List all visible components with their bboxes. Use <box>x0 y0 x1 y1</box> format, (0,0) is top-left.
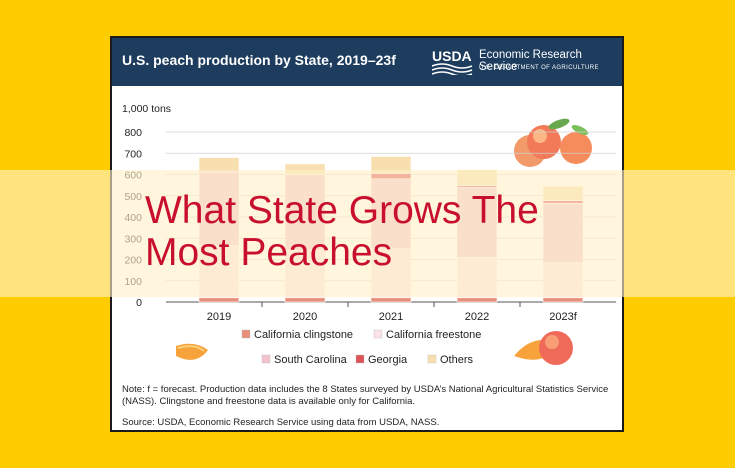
agency-name: Economic Research Service <box>479 49 582 73</box>
peach-cluster-bottom-right <box>514 331 573 365</box>
legend-swatch-0 <box>241 329 251 339</box>
legend-label-0: California clingstone <box>254 329 353 341</box>
x-axis-ticks: 2019 2020 2021 2022 2023f <box>207 311 578 323</box>
legend-label-3: Georgia <box>368 354 408 366</box>
y-axis-unit-label: 1,000 tons <box>122 103 171 115</box>
legend-label-4: Others <box>440 354 474 366</box>
x-tick-label: 2020 <box>293 311 317 323</box>
legend-label-1: California freestone <box>386 329 481 341</box>
x-tick-label: 2023f <box>549 311 577 323</box>
legend-swatch-1 <box>373 329 383 339</box>
x-tick-label: 2019 <box>207 311 231 323</box>
chart-note: Note: f = forecast. Production data incl… <box>122 384 609 407</box>
headline: What State Grows The Most Peaches <box>145 190 625 274</box>
card-header: U.S. peach production by State, 2019–23f… <box>112 38 622 86</box>
legend-swatch-4 <box>427 354 437 364</box>
chart-source: Source: USDA, Economic Research Service … <box>122 417 440 428</box>
y-tick-label: 800 <box>124 127 142 139</box>
x-tick-label: 2021 <box>379 311 403 323</box>
peach-illustrations <box>176 118 592 365</box>
department-name: U.S. DEPARTMENT OF AGRICULTURE <box>479 65 599 71</box>
peach-cluster-top-right <box>514 118 592 167</box>
usda-logo: USDA <box>432 48 473 75</box>
bar-segment-0-1 <box>284 297 326 303</box>
y-tick-label: 0 <box>136 297 142 309</box>
bar-segment-0-0 <box>198 297 240 303</box>
headline-band <box>0 170 735 297</box>
bar-segment-0-2 <box>370 297 412 303</box>
y-tick-label: 700 <box>124 148 142 160</box>
legend-swatch-2 <box>261 354 271 364</box>
bar-segment-0-3 <box>456 297 498 303</box>
bar-segment-0-4 <box>542 297 584 303</box>
legend-label-2: South Carolina <box>274 354 348 366</box>
usda-logo-text: USDA <box>432 48 472 64</box>
headline-line-2: Most Peaches <box>145 231 393 274</box>
x-tick-label: 2022 <box>465 311 489 323</box>
peach-slice-left <box>176 343 208 360</box>
legend: California clingstone California freeston… <box>241 329 481 366</box>
chart-title: U.S. peach production by State, 2019–23f <box>122 52 396 68</box>
legend-swatch-3 <box>355 354 365 364</box>
headline-line-1: What State Grows The <box>145 189 539 232</box>
